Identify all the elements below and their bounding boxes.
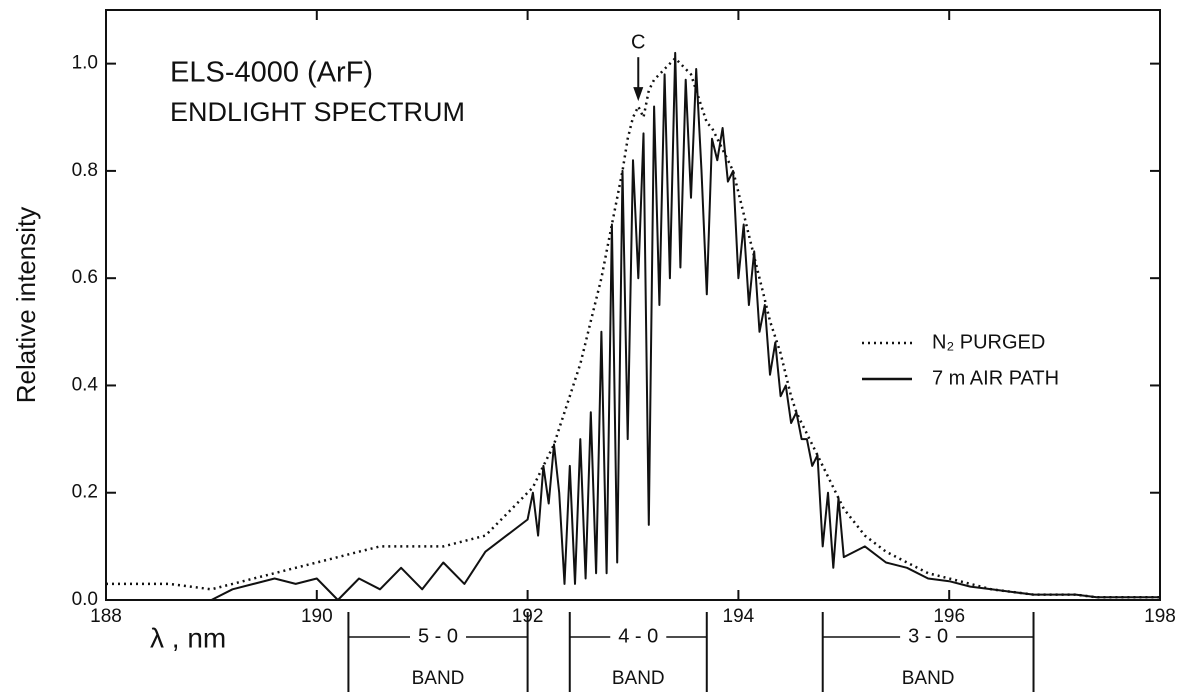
chart-title: ELS-4000 (ArF) (170, 57, 373, 89)
x-tick-label: 198 (1144, 606, 1176, 627)
x-tick-label: 196 (933, 606, 965, 627)
y-axis-label: Relative intensity (11, 207, 41, 404)
chart-subtitle: ENDLIGHT SPECTRUM (170, 97, 465, 127)
x-tick-label: 188 (90, 606, 122, 627)
y-tick-label: 0.2 (72, 482, 98, 503)
band-label: 4 - 0 (618, 625, 658, 647)
band-label: 5 - 0 (418, 625, 458, 647)
band-sublabel: BAND (902, 668, 955, 689)
x-tick-label: 194 (723, 606, 755, 627)
y-tick-label: 1.0 (72, 53, 98, 74)
band-sublabel: BAND (612, 668, 665, 689)
legend-label: N₂ PURGED (932, 331, 1045, 353)
legend-label: 7 m AIR PATH (932, 367, 1059, 389)
data-line (106, 57, 1160, 599)
x-tick-label: 190 (301, 606, 333, 627)
plot-frame (105, 9, 1161, 601)
annotation: C (631, 31, 645, 53)
data-line (210, 51, 1160, 601)
band-sublabel: BAND (412, 668, 465, 689)
x-axis-label: λ , nm (150, 622, 226, 653)
y-tick-label: 0.4 (72, 374, 99, 395)
band-label: 3 - 0 (908, 625, 948, 647)
y-tick-label: 0.8 (72, 160, 98, 181)
y-tick-label: 0.6 (72, 267, 98, 288)
annotation-arrowhead (633, 87, 644, 102)
y-tick-label: 0.0 (72, 589, 98, 610)
